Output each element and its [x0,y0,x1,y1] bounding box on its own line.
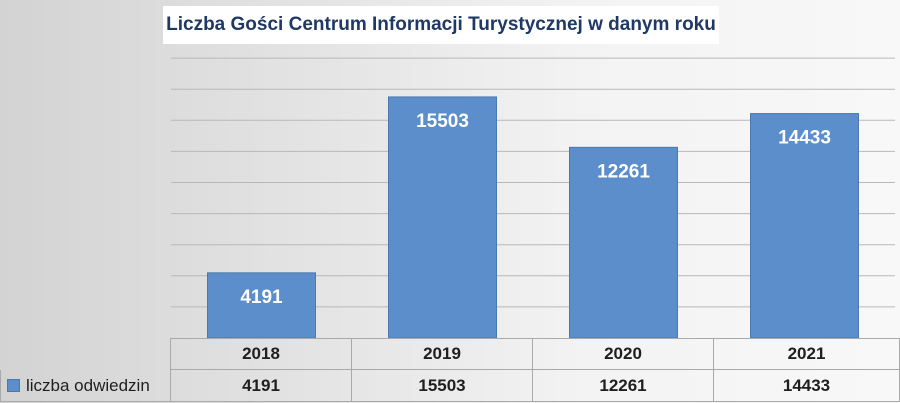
data-label-2021: 14433 [778,128,831,149]
category-label-2018: 2018 [171,338,352,370]
bar-2020 [569,146,678,339]
table-value-2021: 14433 [714,370,900,402]
data-label-2020: 12261 [597,161,650,182]
legend-color-swatch [7,379,20,392]
data-table-corner [0,338,171,370]
category-label-2021: 2021 [714,338,900,370]
table-value-2019: 15503 [352,370,533,402]
table-value-2018: 4191 [171,370,352,402]
data-label-2019: 15503 [416,111,469,132]
category-label-2020: 2020 [533,338,714,370]
data-label-2018: 4191 [240,287,283,308]
data-table-header-row: 2018 2019 2020 2021 [0,338,900,370]
legend-entry: liczba odwiedzin [0,370,171,402]
data-table: 2018 2019 2020 2021 liczba odwiedzin 419… [0,338,900,403]
data-table-values-row: liczba odwiedzin 4191 15503 12261 14433 [0,370,900,402]
chart-title: Liczba Gości Centrum Informacji Turystyc… [163,6,719,44]
table-value-2020: 12261 [533,370,714,402]
series-name: liczba odwiedzin [26,375,150,395]
bar-2018 [207,272,316,339]
category-label-2019: 2019 [352,338,533,370]
bar-2019 [388,96,497,339]
bar-2021 [750,113,859,339]
